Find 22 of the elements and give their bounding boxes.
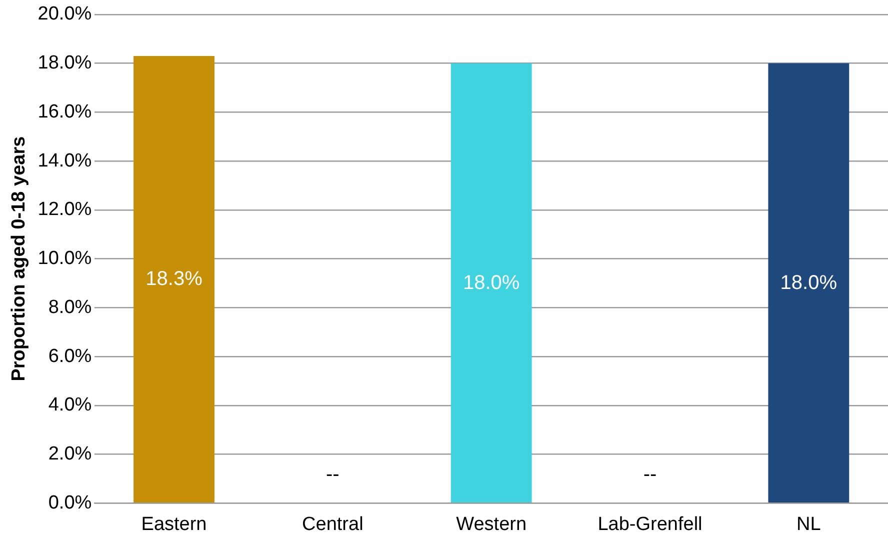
y-tick-label: 16.0%: [38, 101, 92, 122]
data-label: 18.3%: [146, 268, 203, 290]
y-axis-title: Proportion aged 0-18 years: [8, 136, 30, 382]
y-tick-label: 14.0%: [38, 150, 92, 172]
y-tick-label: 20.0%: [38, 4, 92, 25]
data-label: 18.0%: [462, 272, 520, 294]
y-tick-label: 4.0%: [48, 394, 92, 416]
y-tick-label: 18.0%: [38, 52, 92, 74]
y-tick-label: 8.0%: [48, 296, 92, 318]
y-tick-label: 2.0%: [48, 444, 92, 465]
y-tick-label: 6.0%: [48, 346, 92, 367]
x-tick-label: Eastern: [141, 514, 207, 535]
y-tick-label: 10.0%: [38, 248, 92, 270]
data-label: 18.0%: [780, 272, 838, 294]
x-tick-label: NL: [796, 514, 821, 535]
text: --: [326, 464, 340, 486]
x-tick-label: Central: [302, 514, 364, 535]
y-tick-label: 12.0%: [38, 199, 92, 220]
x-tick-label: Lab-Grenfell: [598, 514, 702, 535]
y-tick-label: 0.0%: [48, 492, 92, 514]
x-tick-label: Western: [456, 514, 527, 535]
text: --: [643, 464, 657, 486]
